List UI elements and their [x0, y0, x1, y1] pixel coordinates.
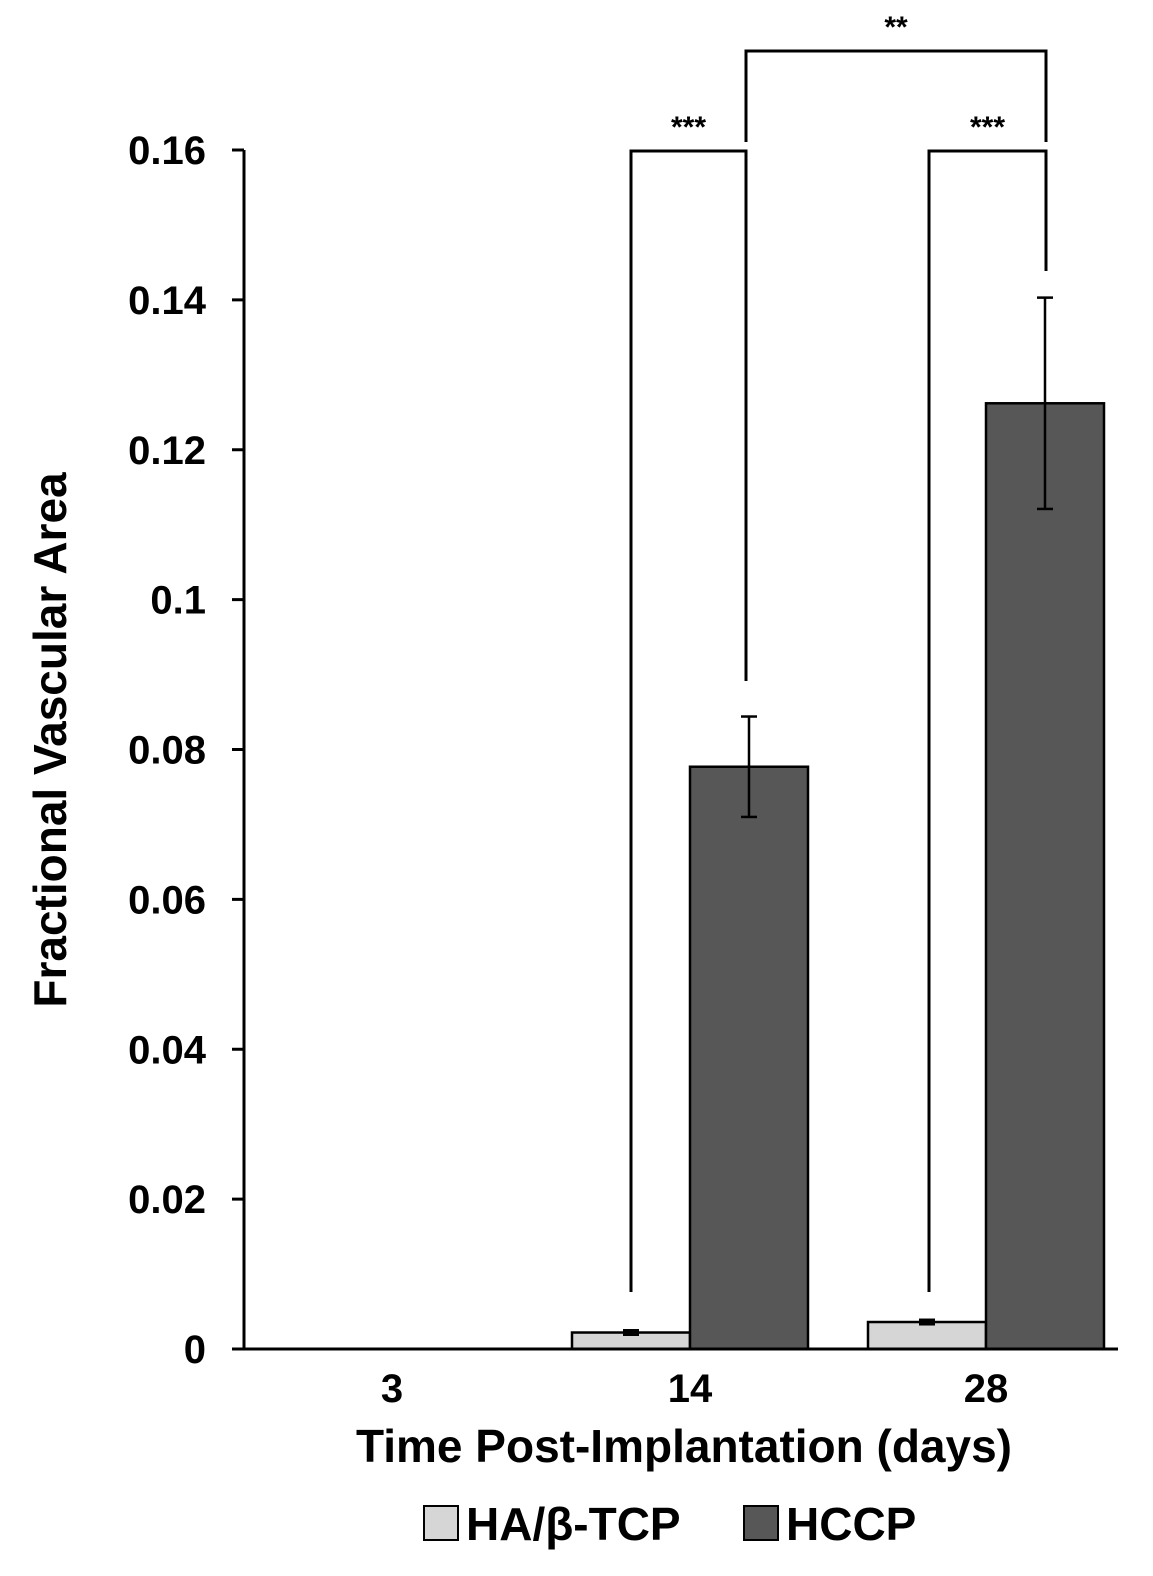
bars-layer	[570, 402, 1106, 1351]
x-ticks-layer: 3 14 28	[381, 1367, 1008, 1411]
bar	[688, 765, 810, 1351]
legend-swatch-hccp	[743, 1505, 779, 1541]
significance-bracket-day28	[927, 149, 1048, 1292]
y-tick-label: 0.16	[128, 129, 206, 173]
legend-label-hccp: HCCP	[786, 1498, 916, 1550]
legend: HA/β-TCP HCCP	[423, 1498, 916, 1550]
bar	[866, 1320, 988, 1351]
x-axis-title: Time Post-Implantation (days)	[356, 1420, 1012, 1472]
significance-bracket-hccp-label: **	[884, 11, 908, 44]
x-tick-label: 3	[381, 1367, 403, 1411]
y-axis-title: Fractional Vascular Area	[24, 472, 76, 1008]
y-tick-label: 0.02	[128, 1178, 206, 1222]
y-tick-label: 0.12	[128, 429, 206, 473]
legend-label-ha-tcp: HA/β-TCP	[466, 1498, 681, 1550]
y-tick-label: 0.04	[128, 1028, 207, 1072]
legend-swatch-ha-tcp	[423, 1505, 459, 1541]
y-tick-label: 0.08	[128, 729, 206, 773]
significance-bracket-day14-label: ***	[671, 111, 706, 144]
y-tick-label: 0	[184, 1328, 206, 1372]
y-ticks-layer: 0 0.02 0.04 0.06 0.08 0.1 0.12 0.14 0.16	[128, 129, 244, 1372]
significance-bracket-day14	[629, 149, 748, 1292]
significance-layer: *** *****	[629, 11, 1048, 1292]
y-tick-label: 0.1	[150, 579, 206, 623]
significance-bracket-hccp	[744, 49, 1048, 142]
y-tick-label: 0.14	[128, 279, 207, 323]
x-tick-label: 28	[964, 1367, 1009, 1411]
x-tick-label: 14	[668, 1367, 713, 1411]
bar	[984, 402, 1106, 1351]
significance-bracket-day28-label: ***	[970, 111, 1005, 144]
y-tick-label: 0.06	[128, 878, 206, 922]
error-bars-layer	[623, 296, 1053, 1337]
